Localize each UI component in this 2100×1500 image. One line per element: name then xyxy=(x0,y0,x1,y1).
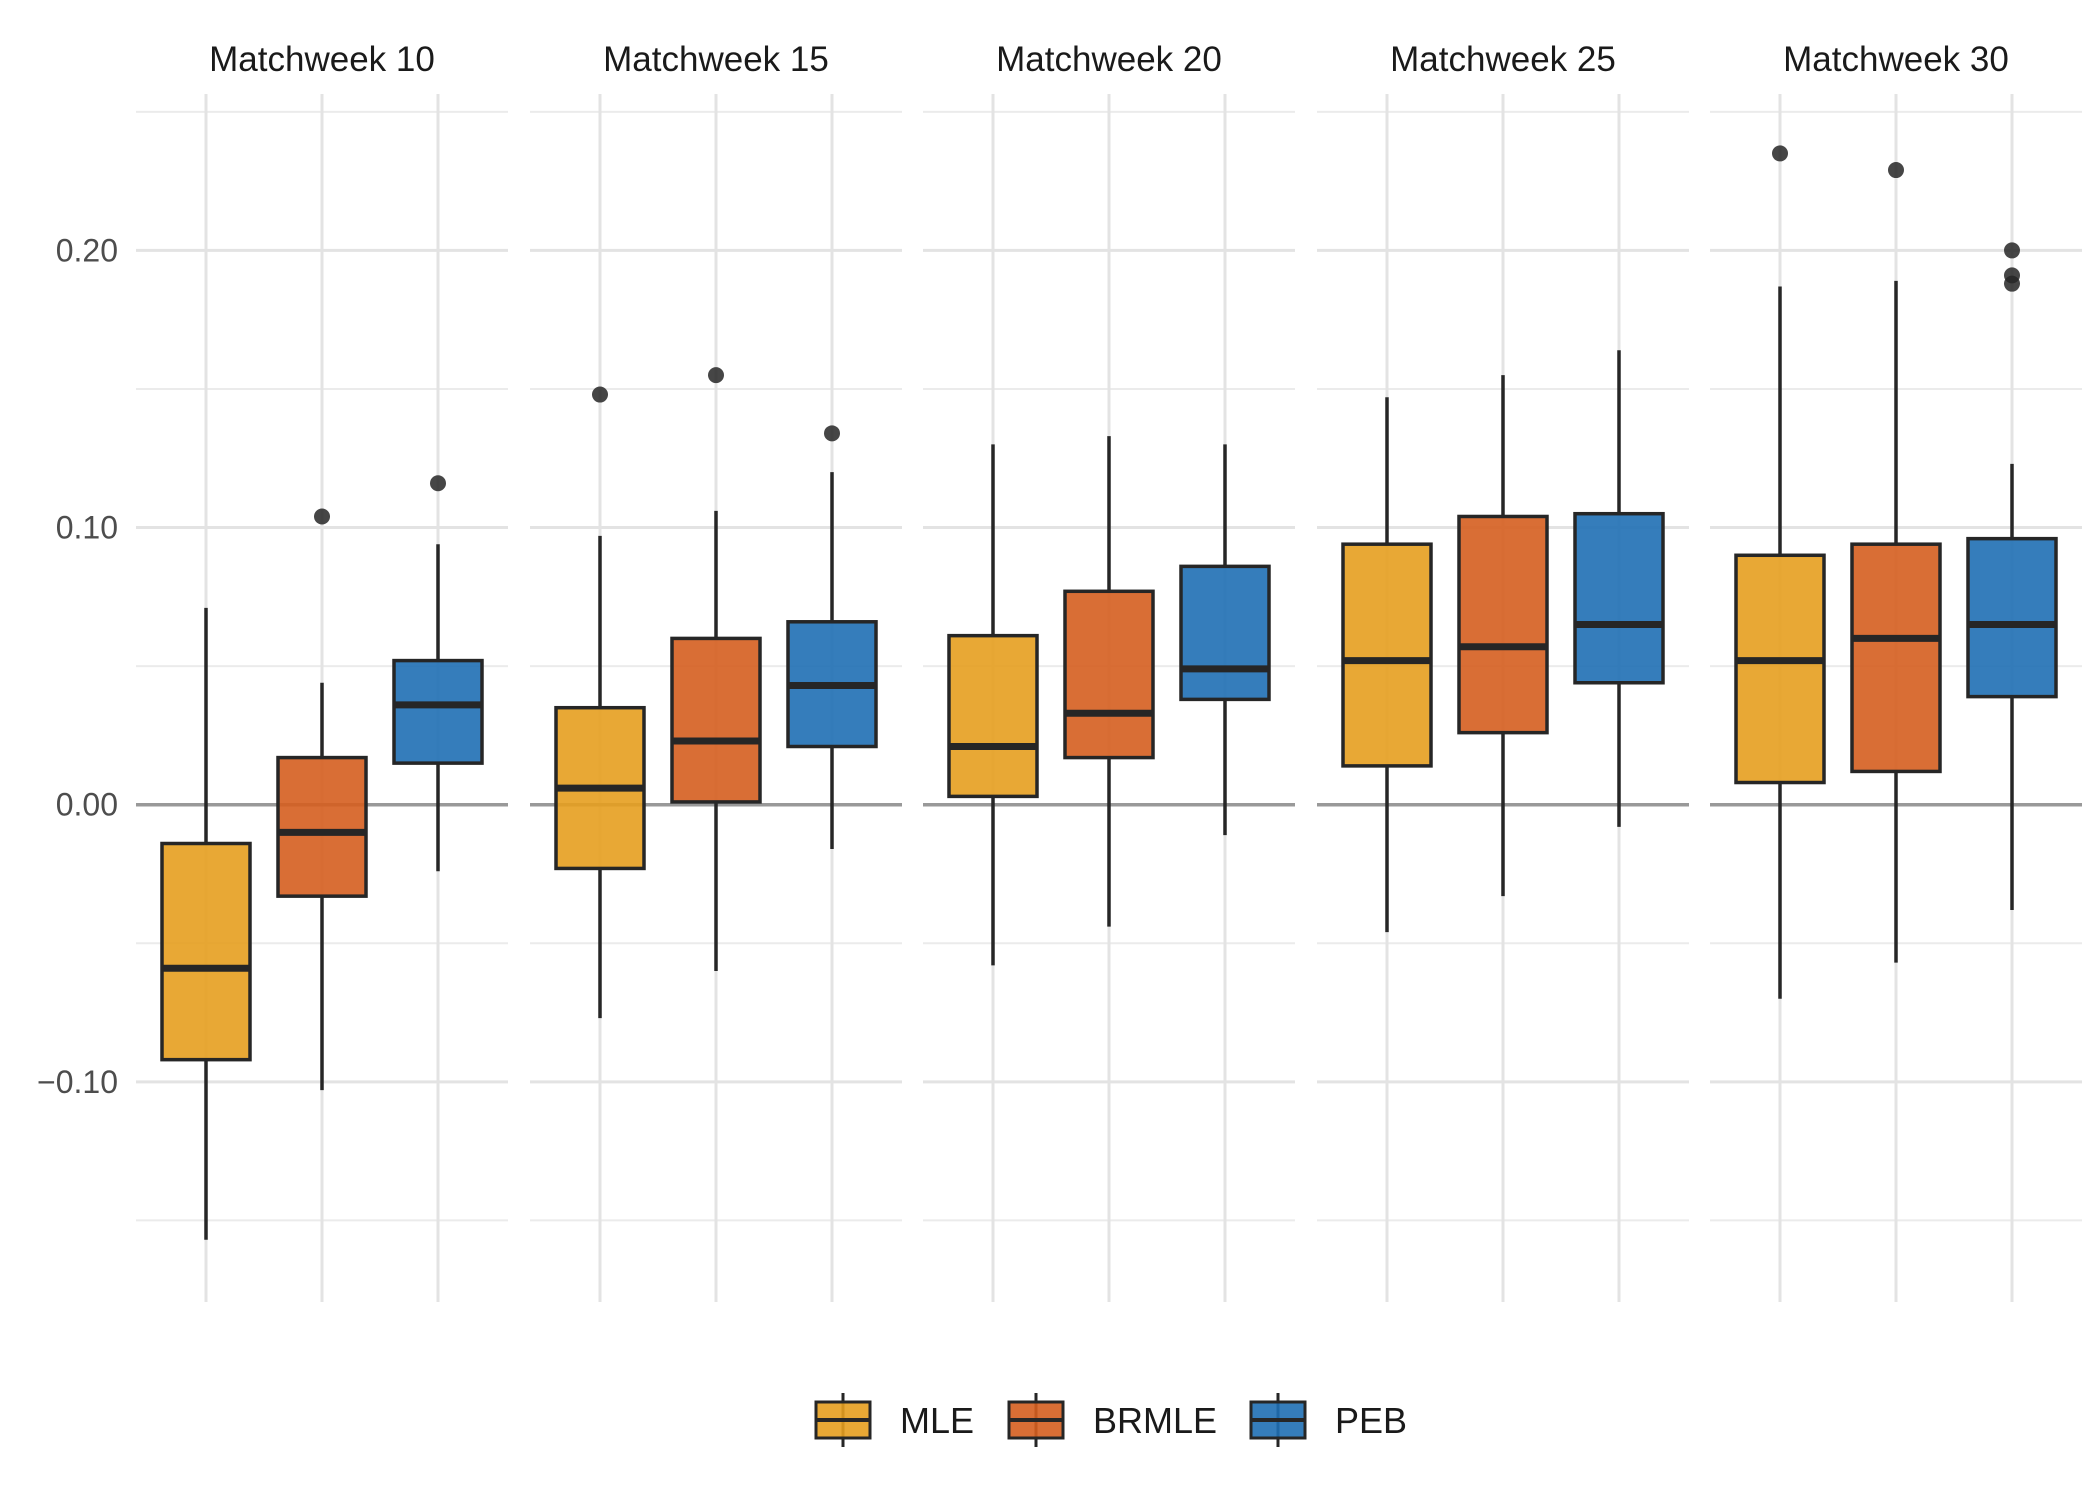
facet-panel: Matchweek 30 xyxy=(1710,40,2082,999)
box-body xyxy=(1341,542,1433,768)
box-body xyxy=(947,633,1039,799)
box-brmle xyxy=(276,508,368,1091)
facet-title: Matchweek 10 xyxy=(209,40,435,79)
outlier-point xyxy=(824,425,840,442)
outlier-point xyxy=(2004,267,2020,284)
box-body xyxy=(392,658,484,765)
box-peb xyxy=(1966,242,2058,911)
y-axis: 0.20 0.10 0.00 −0.10 xyxy=(37,232,118,1099)
box-body xyxy=(160,841,252,1062)
box-mle xyxy=(1734,145,1826,999)
facet-panel: Matchweek 15 xyxy=(530,40,902,1019)
box-body xyxy=(1179,564,1271,702)
facet-panel: Matchweek 25 xyxy=(1317,40,1689,933)
legend-label: MLE xyxy=(900,1400,974,1441)
outlier-point xyxy=(1772,145,1788,162)
facet-title: Matchweek 15 xyxy=(603,40,829,79)
box-peb xyxy=(392,475,484,872)
box-body xyxy=(1063,589,1155,760)
box-peb xyxy=(786,425,878,850)
outlier-point xyxy=(430,475,446,492)
facet-panel: Matchweek 20 xyxy=(923,40,1295,966)
box-peb xyxy=(1179,444,1271,836)
box-brmle xyxy=(1850,162,1942,963)
box-mle xyxy=(947,444,1039,966)
box-body xyxy=(276,755,368,898)
box-brmle xyxy=(1457,375,1549,897)
y-tick-label: 0.20 xyxy=(56,232,118,268)
box-body xyxy=(1966,536,2058,699)
box-mle xyxy=(1341,397,1433,933)
facet-layer: Matchweek 10 Matchweek 15 Matchweek 20 Matc… xyxy=(136,40,2082,1240)
y-tick-label: 0.00 xyxy=(56,787,118,823)
box-body xyxy=(1734,553,1826,785)
facet-title: Matchweek 20 xyxy=(996,40,1222,79)
box-mle xyxy=(160,607,252,1240)
box-mle xyxy=(554,386,646,1019)
y-tick-label: −0.10 xyxy=(37,1064,118,1100)
outlier-point xyxy=(2004,242,2020,259)
y-tick-label: 0.10 xyxy=(56,510,118,546)
outlier-point xyxy=(1888,162,1904,179)
facet-title: Matchweek 30 xyxy=(1783,40,2009,79)
box-body xyxy=(670,636,762,804)
outlier-point xyxy=(314,508,330,525)
box-brmle xyxy=(670,367,762,971)
box-brmle xyxy=(1063,436,1155,927)
box-peb xyxy=(1573,350,1665,827)
legend: MLE BRMLE PEB xyxy=(814,1393,1407,1447)
legend-item-brmle: BRMLE xyxy=(1007,1393,1217,1447)
outlier-point xyxy=(592,386,608,403)
legend-label: BRMLE xyxy=(1093,1400,1217,1441)
legend-item-peb: PEB xyxy=(1249,1393,1407,1447)
outlier-point xyxy=(708,367,724,384)
legend-item-mle: MLE xyxy=(814,1393,974,1447)
legend-label: PEB xyxy=(1335,1400,1407,1441)
box-body xyxy=(1573,511,1665,685)
box-body xyxy=(1850,542,1942,774)
facet-panel: Matchweek 10 xyxy=(136,40,508,1240)
facet-title: Matchweek 25 xyxy=(1390,40,1616,79)
box-body xyxy=(1457,514,1549,735)
